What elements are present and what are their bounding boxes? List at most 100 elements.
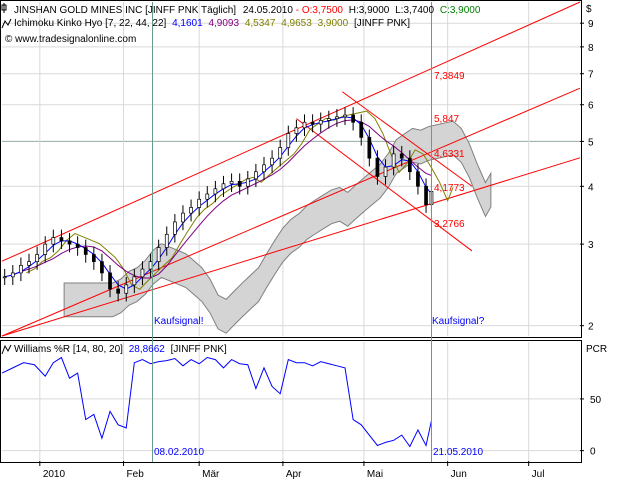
- candle-body: [213, 188, 218, 195]
- header-row2: Ichimoku Kinko Hyo [7, 22, 44, 22] 4,160…: [14, 18, 410, 29]
- candle-body: [326, 118, 331, 121]
- down-channel-line: [342, 91, 473, 187]
- time-tick-label: 2010: [43, 469, 66, 480]
- header-row1: JINSHAN GOLD MINES INC [JINFF PNK Täglic…: [14, 5, 481, 16]
- copyright: © www.tradesignalonline.com: [5, 34, 136, 45]
- price-tick-label: 2: [588, 322, 594, 333]
- time-tick-label: Mai: [367, 469, 383, 480]
- candle-body: [91, 254, 96, 262]
- candle-body: [286, 133, 291, 148]
- price-tick-label: 9: [588, 19, 594, 30]
- time-axis: 2010 Feb Mär Apr Mai Jun Jul: [39, 461, 545, 480]
- price-panel-frame: [0, 0, 582, 338]
- candle-body: [156, 247, 161, 262]
- candle-body: [59, 237, 64, 242]
- candle-body: [181, 212, 185, 223]
- candle-body: [237, 180, 242, 187]
- candle-body: [132, 276, 137, 286]
- candle-body: [189, 207, 193, 214]
- candle-body: [205, 193, 210, 200]
- candle-body: [83, 247, 88, 255]
- candle-body: [35, 254, 39, 262]
- price-tick-label: 7: [588, 70, 594, 81]
- candle-icon: [1, 3, 7, 13]
- header-title: JINSHAN GOLD MINES INC [JINFF PNK Täglic…: [14, 5, 236, 16]
- candle-body: [335, 116, 339, 119]
- candle-body: [424, 185, 428, 206]
- date-label-1: 08.02.2010: [154, 447, 204, 458]
- candle-body: [351, 114, 355, 123]
- williams-value: 28,8662: [129, 344, 166, 355]
- candle-body: [399, 153, 404, 159]
- candle-body: [262, 164, 266, 173]
- candle-body: [221, 183, 226, 190]
- header-sep: -: [296, 5, 302, 16]
- williams-icon: [1, 344, 12, 355]
- ichimoku-title: Ichimoku Kinko Hyo [7, 22, 44, 22]: [14, 18, 167, 29]
- williams-axis-label: PCR: [586, 344, 607, 355]
- price-tick-label: 8: [588, 43, 594, 54]
- candle-body: [27, 261, 31, 266]
- kaufsignal-label-2: Kaufsignal?: [432, 316, 485, 327]
- channel-level-4: 4,1773: [434, 183, 465, 194]
- candle-body: [254, 171, 258, 180]
- channel-level-3: 4,6331: [434, 149, 465, 160]
- candle-body: [278, 147, 283, 159]
- ichimoku-senkou-a: 4,5347: [245, 18, 276, 29]
- header-low: L:3,7400: [395, 5, 434, 16]
- candle-body: [310, 121, 315, 125]
- candle-body: [416, 171, 420, 187]
- candle-body: [359, 121, 364, 138]
- williams-title: Williams %R [14, 80, 20]: [14, 344, 123, 355]
- time-tick-label: Jul: [532, 469, 545, 480]
- price-tick-label: 3: [588, 240, 594, 251]
- candle-body: [229, 180, 234, 185]
- candle-body: [270, 157, 274, 166]
- candle-body: [407, 157, 412, 173]
- candle-body: [302, 121, 307, 129]
- candle-body: [318, 120, 323, 125]
- williams-suffix: [JINFF PNK]: [171, 344, 227, 355]
- candle-body: [67, 240, 72, 245]
- time-tick-label: Feb: [127, 469, 145, 480]
- ichimoku-tenkan: 4,1601: [172, 18, 203, 29]
- ichimoku-kijun: 4,9093: [208, 18, 239, 29]
- williams-header: Williams %R [14, 80, 20] 28,8662 [JINFF …: [14, 344, 227, 355]
- time-tick-label: Apr: [286, 469, 302, 480]
- header-high: H:3,9000: [349, 5, 390, 16]
- header-date: 24.05.2010: [243, 5, 293, 16]
- header-open: O:3,7500: [302, 5, 344, 16]
- candle-body: [383, 166, 388, 177]
- candle-body: [164, 233, 169, 248]
- candle-body: [391, 153, 396, 168]
- price-tick-label: 4: [588, 182, 594, 193]
- currency-label: $: [586, 4, 592, 15]
- time-tick-label: Mär: [202, 469, 220, 480]
- line-icon: [1, 18, 12, 29]
- williams-line: [1, 356, 432, 448]
- ichimoku-suffix: [JINFF PNK]: [354, 18, 410, 29]
- channel-level-2: 5,847: [434, 114, 459, 125]
- kaufsignal-label-1: Kaufsignal!: [154, 316, 203, 327]
- candle-body: [148, 261, 153, 270]
- candle-body: [19, 264, 23, 274]
- candle-body: [140, 268, 145, 278]
- candle-body: [294, 127, 299, 134]
- date-label-2: 21.05.2010: [433, 447, 483, 458]
- williams-tick-label: 50: [590, 395, 602, 406]
- candle-body: [124, 284, 129, 294]
- candle-body: [43, 243, 48, 255]
- channel-line: [1, 157, 581, 337]
- channel-level-1: 7,3849: [434, 71, 465, 82]
- candle-body: [173, 221, 177, 235]
- price-tick-label: 6: [588, 101, 594, 112]
- candlesticks: [2, 107, 434, 302]
- candle-body: [197, 198, 202, 208]
- ichimoku-chikou: 3,9000: [318, 18, 349, 29]
- candle-body: [367, 137, 372, 159]
- candle-body: [51, 237, 56, 245]
- candle-body: [2, 276, 7, 279]
- ichimoku-senkou-b: 4,9653: [281, 18, 312, 29]
- channel-level-5: 3,2766: [434, 219, 465, 230]
